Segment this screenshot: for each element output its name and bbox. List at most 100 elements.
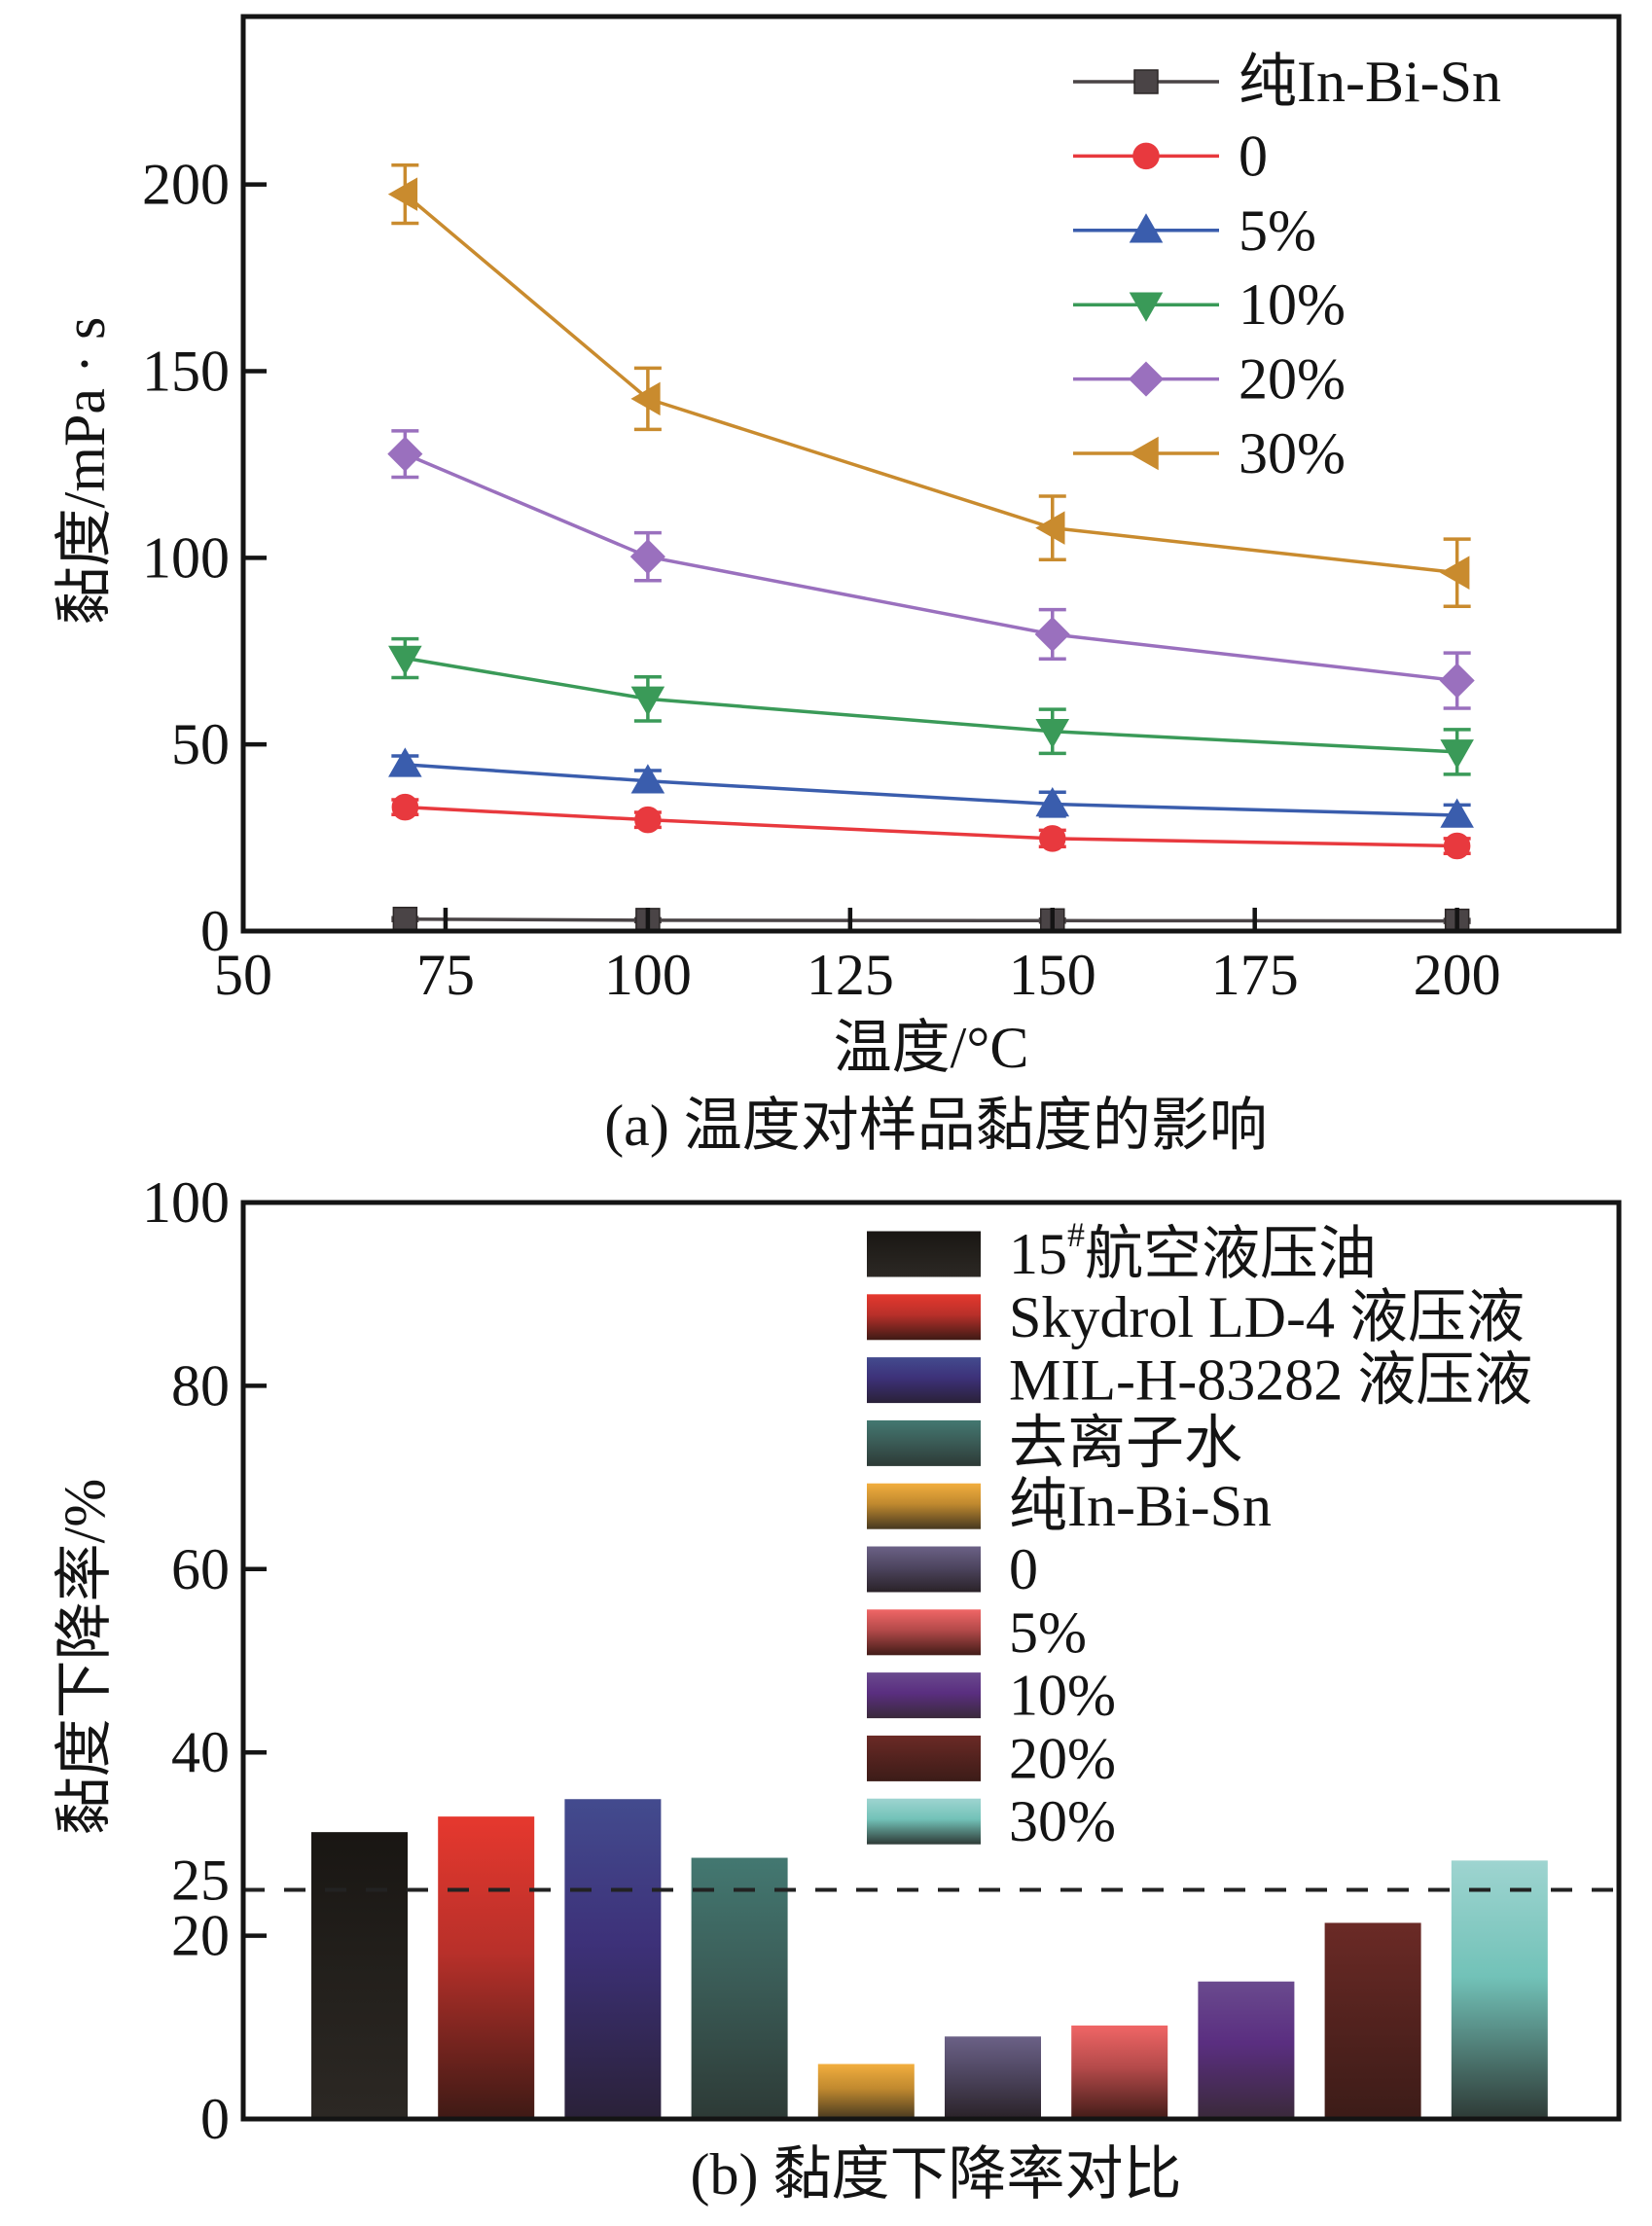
legend-marker: [1128, 361, 1165, 397]
data-point-1-3: [1443, 832, 1471, 860]
bars: [311, 1799, 1548, 2119]
legend-item-8: 20%: [867, 1726, 1116, 1790]
series-line-5: [404, 193, 1457, 575]
data-markers: [387, 177, 1475, 934]
bar-7: [1198, 1981, 1295, 2119]
legend-label: 纯In-Bi-Sn: [1009, 1474, 1272, 1538]
data-point-2-3: [1440, 798, 1474, 828]
x-tick-label: 125: [807, 943, 894, 1007]
legend-marker: [1129, 292, 1164, 322]
legend-a: 纯In-Bi-Sn 0 5% 10% 20% 30%: [1073, 50, 1501, 485]
legend-item-3: 去离子水: [867, 1411, 1242, 1475]
y-tick-label: 60: [171, 1537, 230, 1601]
bar-4: [817, 2064, 915, 2119]
y-tick-label: 25: [171, 1849, 230, 1913]
legend-label: 纯In-Bi-Sn: [1239, 50, 1501, 114]
legend-swatch: [867, 1419, 981, 1466]
legend-label: Skydrol LD-4 液压液: [1009, 1285, 1525, 1349]
legend-label: 5%: [1239, 198, 1316, 263]
legend-swatch: [867, 1294, 981, 1341]
data-point-2-1: [630, 764, 665, 794]
data-point-3-0: [388, 645, 422, 676]
y-tick-label: 100: [142, 525, 230, 590]
data-point-4-1: [629, 539, 665, 575]
bar-9: [1451, 1860, 1548, 2119]
legend-item-1: Skydrol LD-4 液压液: [867, 1285, 1525, 1349]
legend-swatch: [867, 1735, 981, 1781]
legend-label: 10%: [1009, 1664, 1116, 1728]
x-axis-label-a: 温度/°C: [834, 1016, 1029, 1080]
legend-label: 15#航空液压油: [1009, 1215, 1377, 1286]
bar-2: [564, 1799, 662, 2119]
legend-item-5: 0: [867, 1537, 1038, 1601]
caption-a: (a) 温度对样品黏度的影响: [604, 1094, 1268, 1158]
legend-swatch: [867, 1231, 981, 1277]
legend-swatch: [867, 1357, 981, 1404]
legend-label-main: 20%: [1009, 1726, 1116, 1790]
series-line-2: [405, 763, 1457, 817]
legend-item-2: MIL-H-83282 液压液: [867, 1348, 1532, 1413]
data-point-3-1: [630, 686, 665, 716]
legend-label: 20%: [1009, 1726, 1116, 1790]
bar-5: [945, 2036, 1041, 2119]
bar-1: [438, 1816, 535, 2119]
legend-item-7: 10%: [867, 1664, 1116, 1728]
y-axis-label-a: 黏度/mPa · s: [53, 317, 117, 626]
data-point-3-3: [1440, 739, 1474, 770]
legend-label-main: 0: [1009, 1537, 1038, 1601]
legend-marker: [1133, 69, 1159, 94]
legend-item-4: 20%: [1073, 347, 1346, 412]
legend-item-5: 30%: [1073, 421, 1346, 485]
data-point-5-2: [1035, 511, 1065, 545]
data-point-4-3: [1439, 663, 1475, 699]
data-point-4-0: [387, 436, 423, 472]
data-point-2-2: [1035, 787, 1070, 817]
data-point-5-1: [630, 381, 661, 416]
legend-label-main: 5%: [1009, 1600, 1087, 1665]
y-tick-label: 0: [200, 899, 230, 963]
x-tick-label: 50: [214, 943, 272, 1007]
plot-frame-a: [240, 14, 1622, 934]
plot-frame-b: [240, 1200, 1622, 2122]
legend-swatch: [867, 1483, 981, 1529]
legend-label-main: 15: [1009, 1222, 1067, 1286]
legend-marker: [1129, 213, 1164, 243]
data-point-5-0: [387, 177, 418, 211]
legend-label-main: 纯In-Bi-Sn: [1009, 1474, 1272, 1538]
y-tick-label: 40: [171, 1720, 230, 1784]
data-point-4-2: [1034, 616, 1070, 653]
series-line-3: [405, 656, 1457, 754]
legend-label: MIL-H-83282 液压液: [1009, 1348, 1532, 1413]
y-tick-label: 50: [171, 712, 230, 776]
data-point-1-0: [391, 793, 419, 821]
legend-label: 30%: [1239, 421, 1346, 485]
data-point-5-3: [1440, 556, 1470, 590]
legend-label-main: 去离子水: [1009, 1411, 1242, 1475]
bar-0: [311, 1832, 408, 2119]
legend-swatch: [867, 1609, 981, 1656]
legend-item-3: 10%: [1073, 272, 1346, 337]
legend-item-0: 15#航空液压油: [867, 1215, 1377, 1286]
data-point-1-1: [634, 806, 662, 834]
y-tick-label: 150: [142, 339, 230, 403]
data-point-3-2: [1035, 718, 1070, 749]
x-tick-label: 175: [1211, 943, 1299, 1007]
legend-label-main: MIL-H-83282 液压液: [1009, 1348, 1532, 1413]
y-tick-label: 20: [171, 1904, 230, 1968]
legend-marker: [1129, 436, 1159, 471]
x-tick-label: 200: [1414, 943, 1501, 1007]
data-point-0-0: [392, 906, 418, 932]
legend-label: 0: [1009, 1537, 1038, 1601]
legend-label-main: Skydrol LD-4 液压液: [1009, 1285, 1525, 1349]
legend-swatch: [867, 1672, 981, 1719]
legend-item-2: 5%: [1073, 198, 1316, 263]
legend-item-6: 5%: [867, 1600, 1087, 1665]
y-tick-label: 80: [171, 1353, 230, 1418]
series-line-1: [405, 805, 1457, 848]
legend-label: 5%: [1009, 1600, 1087, 1665]
y-axis-label-b: 黏度下降率/%: [53, 1479, 117, 1836]
legend-item-9: 30%: [867, 1789, 1116, 1853]
